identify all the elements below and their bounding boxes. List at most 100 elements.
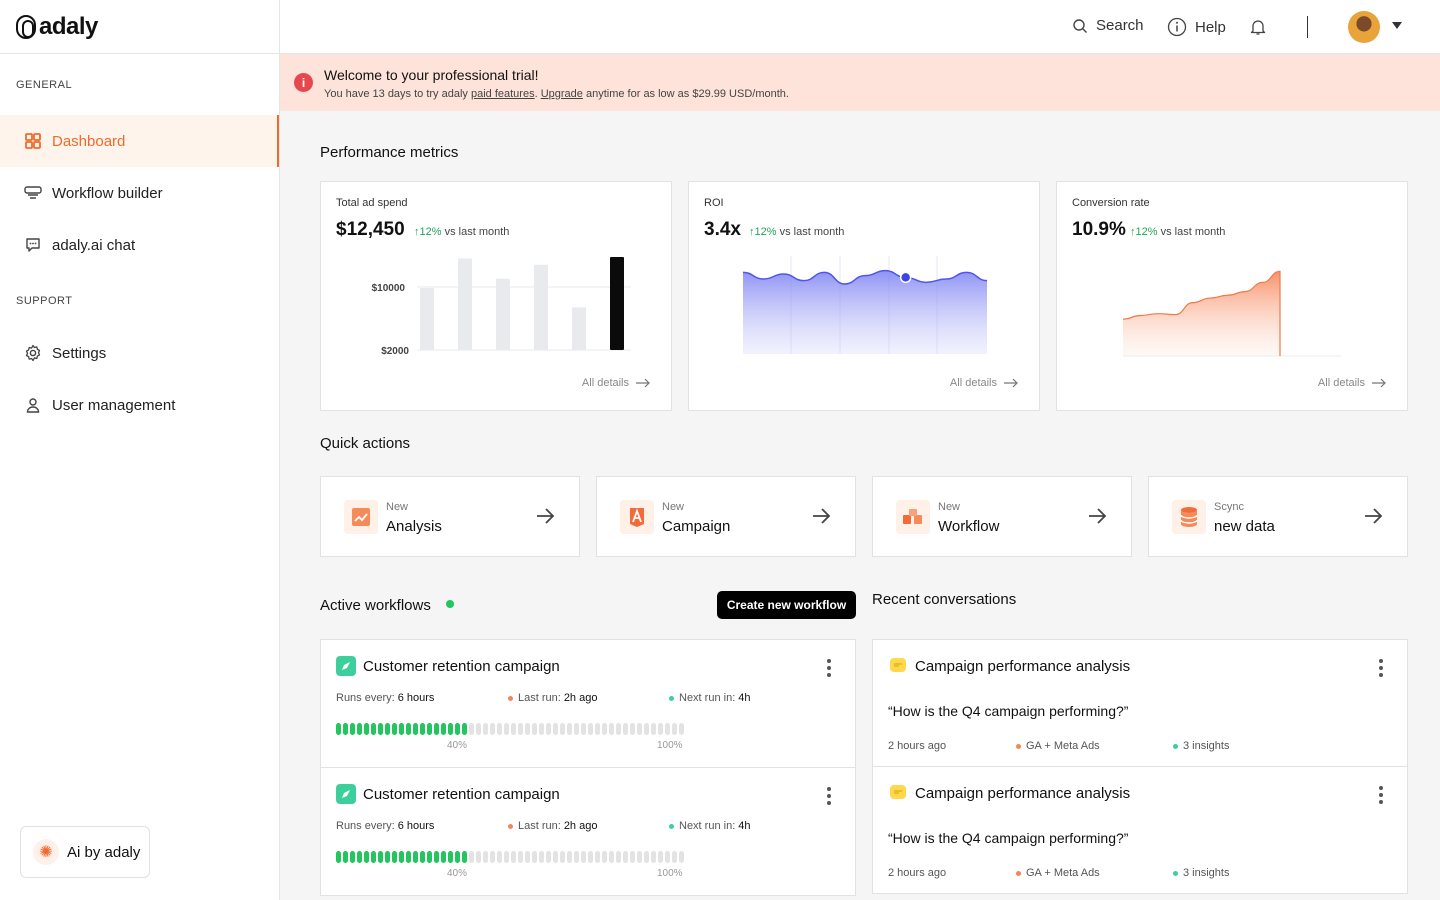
bar[interactable] — [572, 307, 586, 350]
status-dot — [508, 823, 513, 829]
progress-segment — [483, 851, 488, 863]
conversation-quote: “How is the Q4 campaign performing?” — [888, 830, 1129, 846]
chevron-down-icon[interactable] — [1392, 22, 1402, 29]
progress-segment — [602, 851, 607, 863]
more-options-icon[interactable] — [827, 659, 831, 677]
conversation-card[interactable]: Campaign performance analysis “How is th… — [872, 766, 1408, 894]
progress-segment — [343, 723, 348, 735]
workflow-card[interactable]: Customer retention campaign Runs every: 6… — [320, 639, 856, 768]
progress-segment — [546, 851, 551, 863]
sidebar-item-dashboard[interactable]: Dashboard — [0, 115, 279, 167]
status-dot — [508, 695, 513, 701]
status-dot — [1016, 743, 1021, 749]
insights-label: 3 insights — [1183, 867, 1230, 879]
sidebar-item-chat[interactable]: adaly.ai chat — [0, 219, 279, 271]
progress-segment — [350, 851, 355, 863]
sidebar-item-user-management[interactable]: User management — [0, 379, 279, 431]
sidebar: adaly GENERAL Dashboard Workflow builder… — [0, 0, 280, 900]
progress-segment — [476, 851, 481, 863]
more-options-icon[interactable] — [1379, 659, 1383, 677]
meta-value: 4h — [738, 820, 751, 832]
create-workflow-button[interactable]: Create new workflow — [717, 591, 856, 619]
chat-bubble-icon — [890, 658, 906, 672]
metric-delta: ↑12% vs last month — [1130, 226, 1225, 238]
quick-action-new-analysis[interactable]: New Analysis — [320, 476, 580, 557]
sidebar-item-workflow-builder[interactable]: Workflow builder — [0, 167, 279, 219]
topbar-divider — [1307, 16, 1308, 38]
all-details-link[interactable]: All details — [582, 377, 651, 389]
progress-segment — [623, 851, 628, 863]
chat-bubble-icon — [890, 785, 906, 799]
quick-action-title: Analysis — [386, 518, 442, 535]
progress-segment — [469, 851, 474, 863]
progress-segment — [630, 851, 635, 863]
progress-segment — [581, 723, 586, 735]
progress-segment — [399, 851, 404, 863]
banner-text: . — [534, 88, 541, 100]
arrow-right-icon — [537, 508, 555, 524]
arrow-right-icon — [636, 378, 650, 388]
progress-segment — [504, 851, 509, 863]
details-label: All details — [949, 377, 997, 389]
workflow-blocks-icon — [896, 500, 930, 534]
upgrade-link[interactable]: Upgrade — [540, 88, 583, 100]
progress-segment — [497, 723, 502, 735]
progress-segment — [609, 851, 614, 863]
campaign-icon — [620, 500, 654, 534]
progress-segment — [532, 723, 537, 735]
bar[interactable] — [458, 258, 472, 350]
section-title-quick-actions: Quick actions — [320, 435, 411, 452]
search-label: Search — [1096, 17, 1144, 34]
progress-segment — [616, 723, 621, 735]
ai-assistant-button[interactable]: ✺ Ai by adaly — [20, 826, 150, 878]
progress-tick-label: 100% — [657, 868, 683, 879]
workflow-card[interactable]: Customer retention campaign Runs every: 6… — [320, 767, 856, 896]
conversation-card[interactable]: Campaign performance analysis “How is th… — [872, 639, 1408, 767]
status-dot — [1173, 743, 1178, 749]
progress-segment — [630, 723, 635, 735]
meta-label: Last run: — [518, 692, 561, 704]
progress-segment — [497, 851, 502, 863]
metric-value: $12,450 — [336, 219, 405, 240]
workflow-rocket-icon — [336, 784, 356, 804]
meta-label: Next run in: — [679, 820, 736, 832]
progress-segment — [518, 723, 523, 735]
progress-segment — [448, 851, 453, 863]
meta-value: 6 hours — [397, 692, 435, 704]
more-options-icon[interactable] — [1379, 786, 1383, 804]
more-options-icon[interactable] — [827, 787, 831, 805]
quick-action-small: Scync — [1214, 501, 1244, 513]
progress-segment — [609, 723, 614, 735]
bar[interactable] — [534, 264, 548, 350]
workflow-title: Customer retention campaign — [363, 786, 560, 803]
progress-segment — [399, 723, 404, 735]
bar[interactable] — [610, 257, 624, 350]
quick-action-small: New — [938, 501, 961, 513]
roi-highlight-point[interactable] — [899, 271, 912, 284]
progress-segment — [658, 723, 663, 735]
paid-features-link[interactable]: paid features — [470, 88, 535, 100]
y-tick-label: $10000 — [372, 283, 406, 294]
progress-segment — [560, 851, 565, 863]
progress-segment — [567, 723, 572, 735]
sidebar-item-settings[interactable]: Settings — [0, 327, 279, 379]
meta-value: 2h ago — [563, 692, 598, 704]
quick-action-new-workflow[interactable]: New Workflow — [872, 476, 1132, 557]
bar[interactable] — [496, 278, 510, 350]
quick-action-sync-data[interactable]: Scync new data — [1148, 476, 1408, 557]
help-button[interactable]: Help — [1167, 17, 1226, 37]
app-logo[interactable]: adaly — [0, 0, 279, 54]
status-dot — [1173, 870, 1178, 876]
progress-segment — [644, 723, 649, 735]
bar[interactable] — [420, 288, 434, 350]
all-details-link[interactable]: All details — [950, 377, 1019, 389]
delta-suffix: vs last month — [441, 226, 510, 238]
metric-label: ROI — [704, 197, 724, 209]
all-details-link[interactable]: All details — [1318, 377, 1387, 389]
avatar[interactable] — [1348, 11, 1380, 43]
notifications-button[interactable] — [1249, 18, 1267, 36]
search-button[interactable]: Search — [1072, 17, 1144, 34]
progress-segment — [504, 723, 509, 735]
progress-segment — [336, 723, 341, 735]
quick-action-new-campaign[interactable]: New Campaign — [596, 476, 856, 557]
